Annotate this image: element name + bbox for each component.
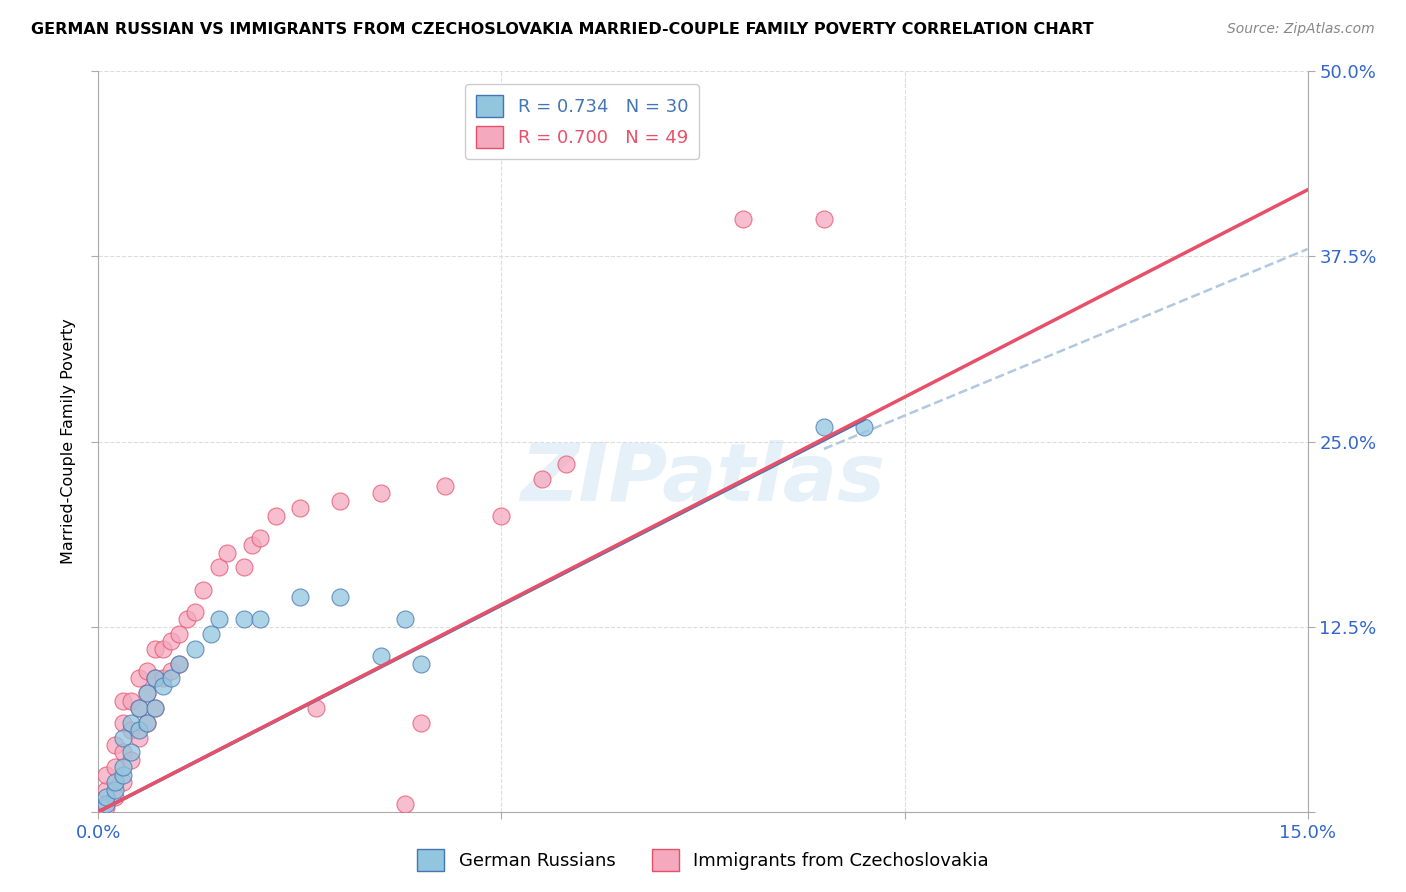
Point <box>111 746 134 760</box>
Point <box>143 701 166 715</box>
Point <box>111 775 134 789</box>
Point <box>135 715 157 730</box>
Point <box>853 419 876 434</box>
Point <box>128 701 150 715</box>
Point <box>103 738 125 752</box>
Point <box>232 560 254 574</box>
Point <box>370 649 392 664</box>
Point <box>167 657 190 671</box>
Point <box>491 508 513 523</box>
Point <box>111 715 134 730</box>
Text: Source: ZipAtlas.com: Source: ZipAtlas.com <box>1227 22 1375 37</box>
Point <box>249 612 271 626</box>
Point <box>288 501 311 516</box>
Legend: German Russians, Immigrants from Czechoslovakia: German Russians, Immigrants from Czechos… <box>411 842 995 879</box>
Text: GERMAN RUSSIAN VS IMMIGRANTS FROM CZECHOSLOVAKIA MARRIED-COUPLE FAMILY POVERTY C: GERMAN RUSSIAN VS IMMIGRANTS FROM CZECHO… <box>31 22 1094 37</box>
Point <box>370 486 392 500</box>
Point <box>96 767 118 781</box>
Point <box>143 701 166 715</box>
Point <box>152 641 174 656</box>
Point <box>176 612 198 626</box>
Point <box>135 686 157 700</box>
Point <box>394 612 416 626</box>
Point <box>135 686 157 700</box>
Point <box>96 797 118 812</box>
Point <box>249 531 271 545</box>
Point <box>143 672 166 686</box>
Point <box>103 775 125 789</box>
Point <box>128 672 150 686</box>
Point <box>167 657 190 671</box>
Point <box>111 731 134 745</box>
Point <box>96 789 118 804</box>
Point <box>409 715 432 730</box>
Point <box>135 664 157 678</box>
Point <box>813 212 835 227</box>
Point <box>111 760 134 774</box>
Point <box>208 612 231 626</box>
Point <box>103 782 125 797</box>
Point <box>128 723 150 738</box>
Point <box>143 641 166 656</box>
Point <box>217 546 239 560</box>
Point <box>143 672 166 686</box>
Point <box>555 457 578 471</box>
Point <box>184 605 207 619</box>
Point <box>103 789 125 804</box>
Point <box>264 508 287 523</box>
Point <box>232 612 254 626</box>
Point <box>135 715 157 730</box>
Point <box>120 753 142 767</box>
Point <box>733 212 755 227</box>
Point <box>813 419 835 434</box>
Point <box>200 627 222 641</box>
Point <box>120 694 142 708</box>
Point <box>128 731 150 745</box>
Point <box>530 471 553 485</box>
Point <box>160 672 183 686</box>
Point <box>160 634 183 648</box>
Legend: R = 0.734   N = 30, R = 0.700   N = 49: R = 0.734 N = 30, R = 0.700 N = 49 <box>465 84 699 159</box>
Point <box>111 694 134 708</box>
Point <box>96 782 118 797</box>
Point <box>208 560 231 574</box>
Point <box>103 760 125 774</box>
Point <box>329 493 352 508</box>
Point <box>329 590 352 604</box>
Point <box>240 538 263 552</box>
Point <box>167 627 190 641</box>
Point <box>96 800 118 814</box>
Point <box>193 582 215 597</box>
Point <box>120 746 142 760</box>
Point <box>120 723 142 738</box>
Y-axis label: Married-Couple Family Poverty: Married-Couple Family Poverty <box>60 318 76 565</box>
Point <box>128 701 150 715</box>
Point <box>305 701 328 715</box>
Point <box>288 590 311 604</box>
Point <box>160 664 183 678</box>
Point <box>394 797 416 812</box>
Point <box>111 767 134 781</box>
Point <box>434 479 457 493</box>
Point <box>152 679 174 693</box>
Point <box>409 657 432 671</box>
Text: ZIPatlas: ZIPatlas <box>520 440 886 517</box>
Point <box>152 672 174 686</box>
Point <box>120 715 142 730</box>
Point <box>184 641 207 656</box>
